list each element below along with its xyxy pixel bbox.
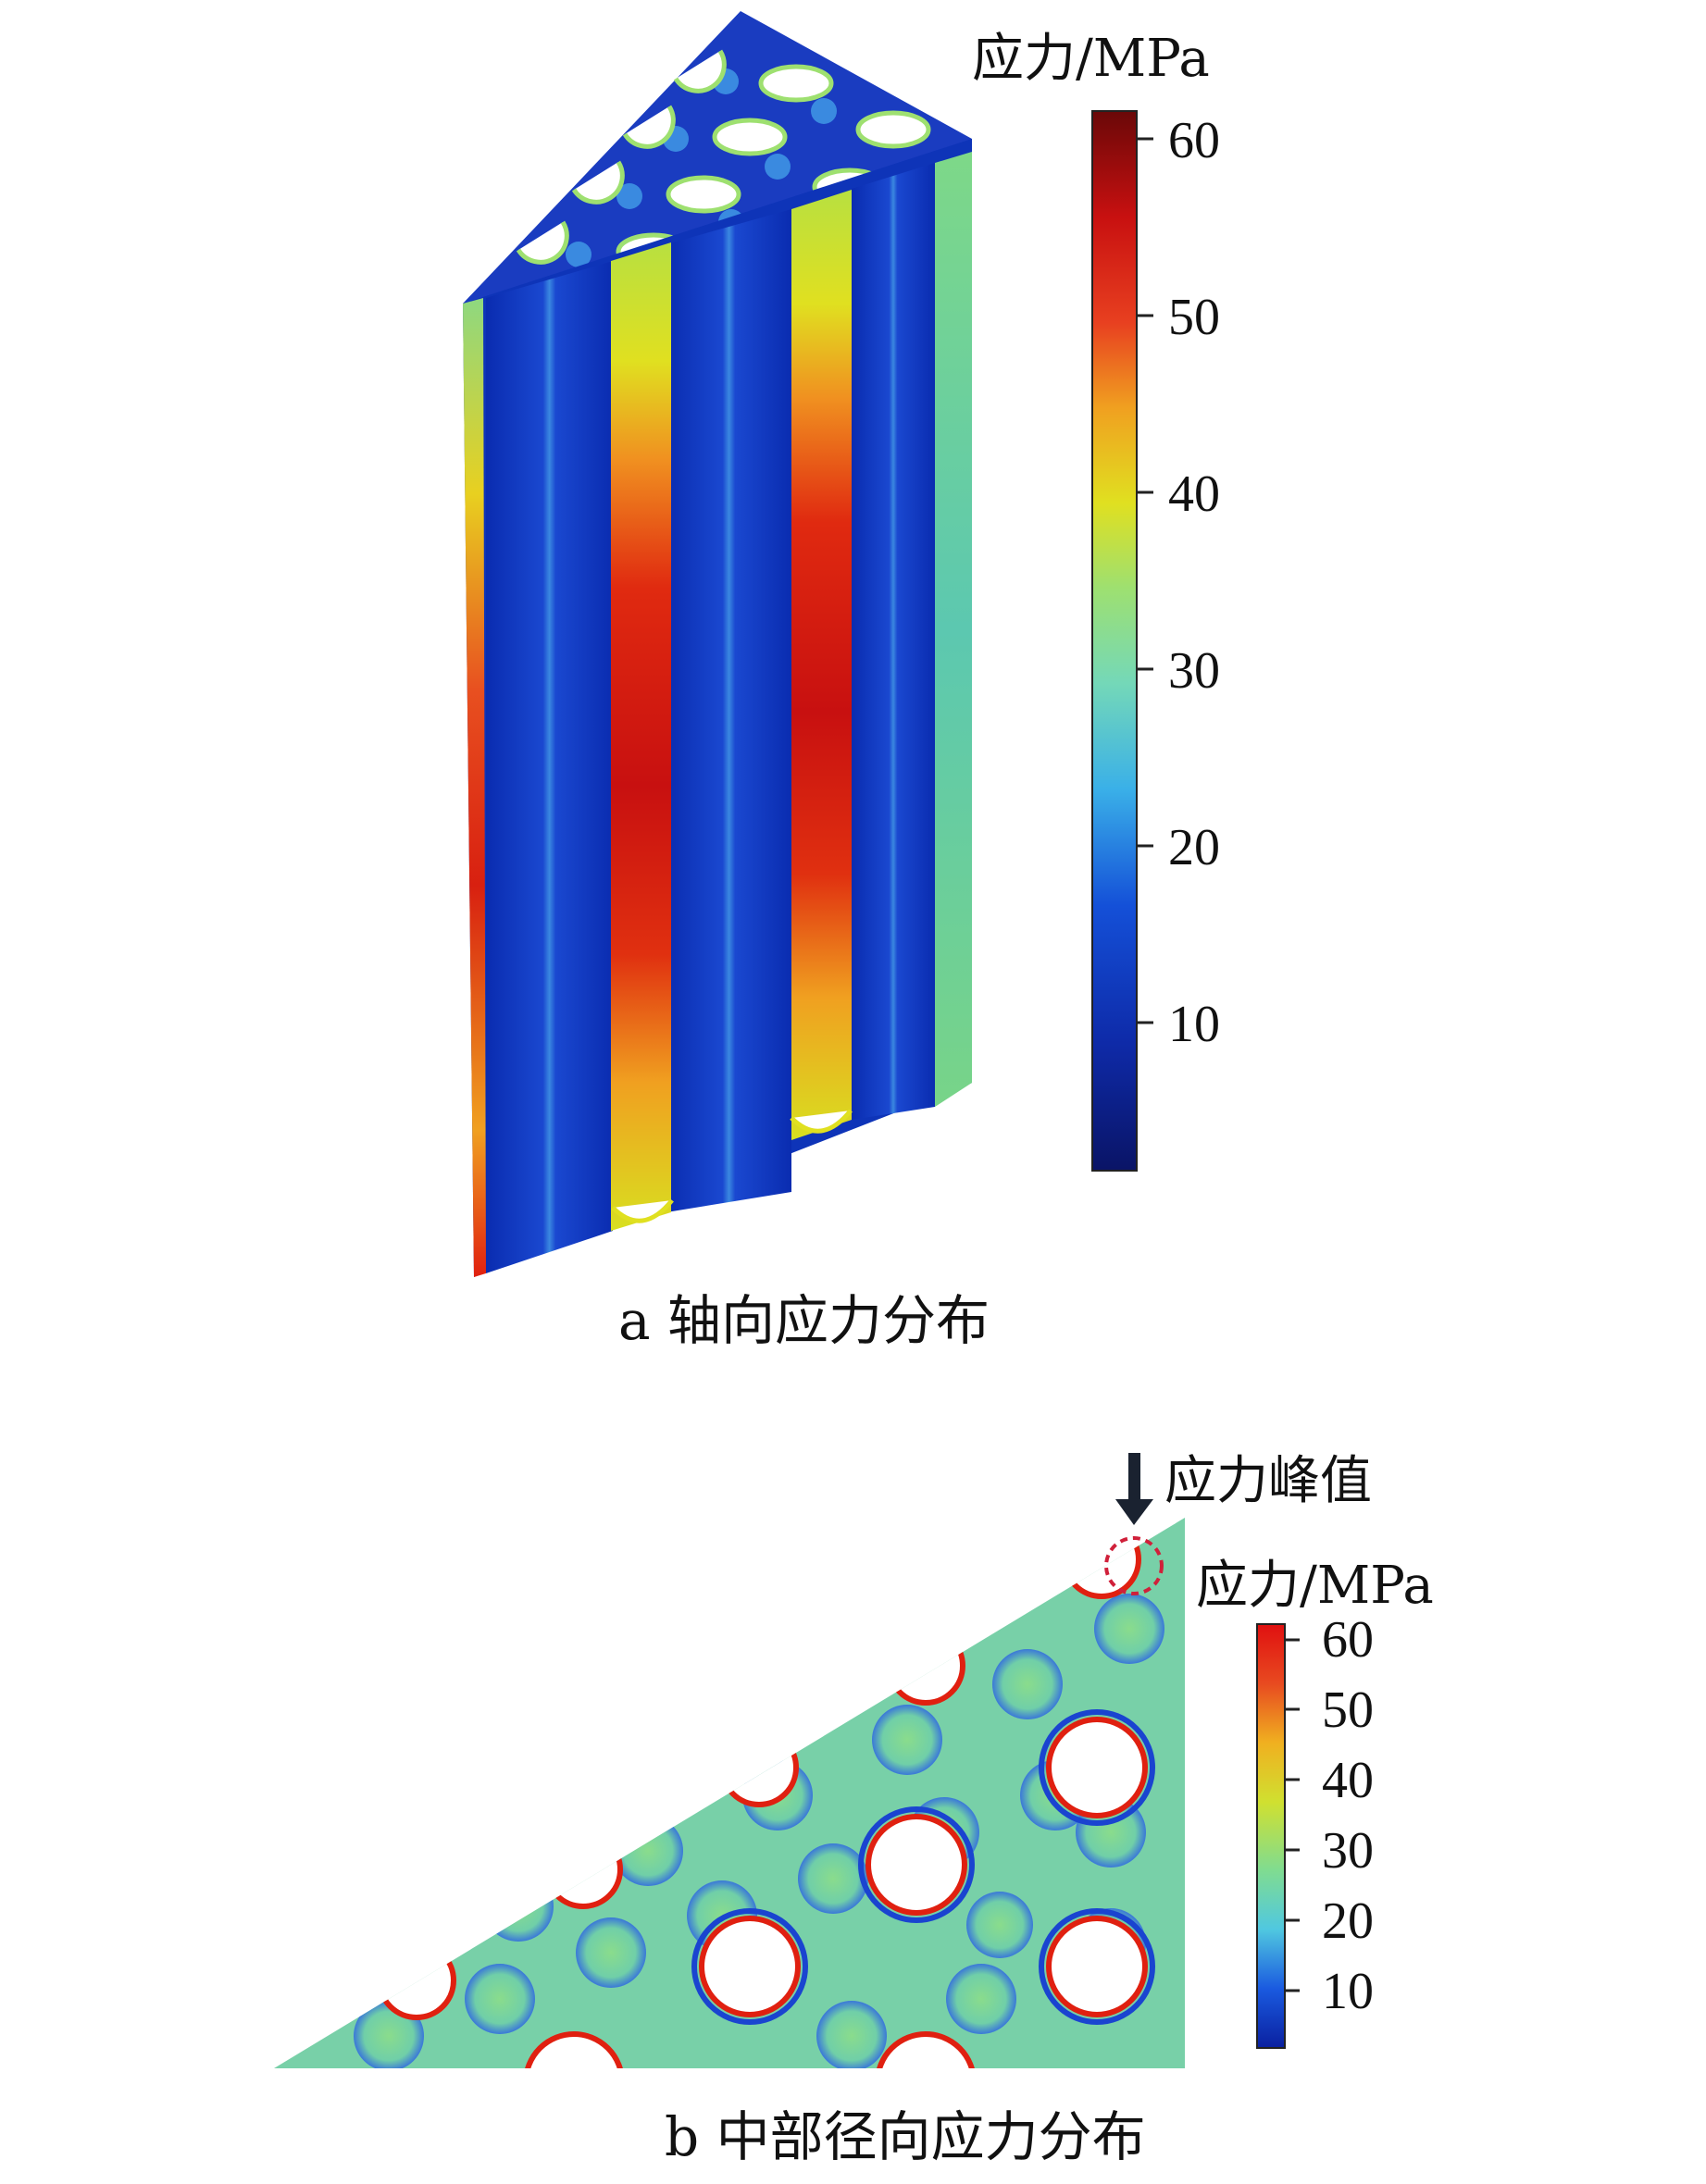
channel-wall-2	[666, 209, 791, 1212]
peak-arrow-icon	[1115, 1453, 1153, 1525]
colorbar-a-gradient	[1091, 110, 1138, 1172]
colorbar-b	[1256, 1623, 1300, 2049]
colorbar-a-tick-20: 20	[1168, 819, 1220, 876]
colorbar-a-tick-10: 10	[1168, 996, 1220, 1053]
section-holes	[523, 1709, 1155, 2068]
colorbar-a	[1091, 110, 1153, 1172]
hot-channel-1	[611, 242, 671, 1231]
caption-b: b 中部径向应力分布	[665, 2105, 1146, 2168]
left-edge-stress	[463, 298, 486, 1277]
colorbar-a-tick-60: 60	[1168, 112, 1220, 169]
colorbar-b-tick-50: 50	[1322, 1681, 1374, 1739]
stress-peak-marker	[1104, 1536, 1164, 1595]
colorbar-b-tick-60: 60	[1322, 1611, 1374, 1669]
axial-stress-block	[463, 11, 972, 1277]
colorbar-b-unit: 应力/MPa	[1196, 1556, 1434, 1616]
colorbar-a-unit: 应力/MPa	[972, 29, 1210, 89]
colorbar-a-tick-30: 30	[1168, 642, 1220, 700]
colorbar-b-gradient	[1256, 1623, 1286, 2049]
caption-a: a 轴向应力分布	[618, 1289, 990, 1352]
colorbar-b-tick-30: 30	[1322, 1822, 1374, 1880]
colorbar-a-tick-40: 40	[1168, 465, 1220, 523]
channel-wall-3	[852, 163, 935, 1120]
right-edge-stress	[935, 152, 972, 1107]
colorbar-a-tick-50: 50	[1168, 289, 1220, 346]
peak-annotation: 应力峰值	[1164, 1451, 1372, 1511]
colorbar-b-tick-40: 40	[1322, 1752, 1374, 1809]
colorbar-b-tick-10: 10	[1322, 1963, 1374, 2020]
colorbar-b-tick-20: 20	[1322, 1892, 1374, 1950]
hot-channel-2	[791, 190, 852, 1140]
channel-wall-1	[486, 261, 613, 1273]
radial-stress-section	[274, 1453, 1185, 2068]
